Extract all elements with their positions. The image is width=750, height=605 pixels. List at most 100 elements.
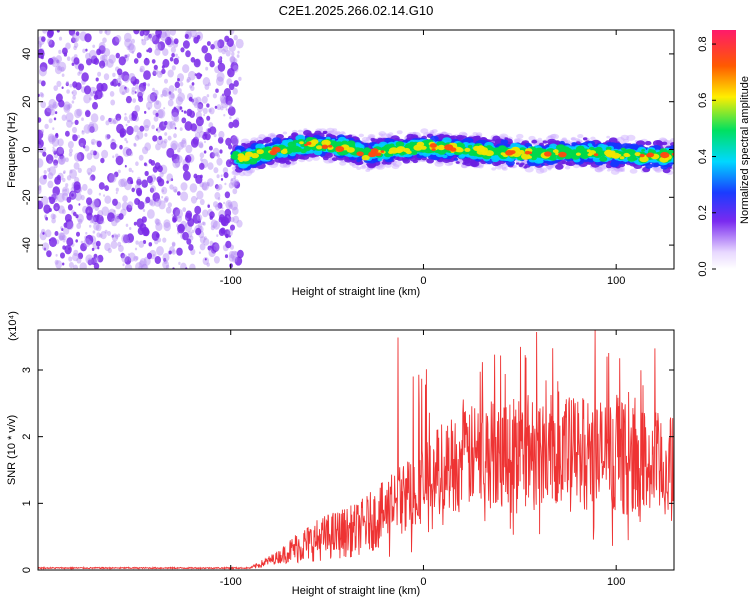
noise-dot xyxy=(92,44,96,48)
noise-dot xyxy=(213,167,219,174)
noise-dot xyxy=(231,135,239,146)
signal-dot xyxy=(321,139,331,147)
noise-dot xyxy=(128,43,136,54)
signal-dot xyxy=(626,154,631,157)
signal-dot xyxy=(562,147,570,153)
noise-dot xyxy=(83,85,92,95)
noise-dot xyxy=(161,189,165,193)
signal-dot xyxy=(329,140,337,146)
noise-dot xyxy=(135,161,139,166)
signal-dot xyxy=(378,131,387,137)
signal-dot xyxy=(476,149,485,155)
noise-dot xyxy=(100,54,106,62)
noise-dot xyxy=(177,92,185,102)
noise-dot xyxy=(152,192,160,202)
signal-dot xyxy=(641,149,646,152)
signal-dot xyxy=(455,161,460,164)
signal-dot xyxy=(491,167,497,171)
noise-dot xyxy=(77,218,83,225)
noise-dot xyxy=(102,221,105,224)
noise-dot xyxy=(141,263,149,269)
noise-dot xyxy=(173,123,175,126)
signal-dot xyxy=(477,164,484,169)
noise-dot xyxy=(138,260,145,268)
noise-dot xyxy=(115,191,118,195)
noise-dot xyxy=(230,178,234,182)
noise-dot xyxy=(176,215,182,223)
signal-dot xyxy=(429,130,435,134)
noise-dot xyxy=(82,48,86,54)
noise-dot xyxy=(57,192,65,203)
noise-dot xyxy=(230,224,235,231)
noise-dot xyxy=(128,73,136,82)
noise-dot xyxy=(196,104,204,113)
noise-dot xyxy=(212,93,217,99)
noise-dot xyxy=(136,52,142,59)
noise-dot xyxy=(128,167,132,172)
noise-dot xyxy=(52,127,55,130)
signal-dot xyxy=(405,150,412,155)
signal-dot xyxy=(554,140,561,145)
noise-dot xyxy=(65,112,74,123)
noise-dot xyxy=(173,115,180,123)
noise-dot xyxy=(88,49,97,60)
noise-dot xyxy=(188,96,193,102)
noise-dot xyxy=(170,140,179,151)
signal-dot xyxy=(629,168,638,174)
noise-dot xyxy=(212,220,221,230)
noise-dot xyxy=(232,181,238,188)
noise-dot xyxy=(136,178,142,186)
noise-dot xyxy=(233,58,238,64)
noise-dot xyxy=(92,230,96,234)
noise-dot xyxy=(151,124,155,130)
noise-dot xyxy=(189,30,197,38)
noise-dot xyxy=(56,30,60,33)
noise-dot xyxy=(98,45,106,54)
noise-dot xyxy=(193,58,201,68)
signal-dot xyxy=(654,167,663,173)
noise-dot xyxy=(172,217,177,223)
noise-dot xyxy=(58,235,64,242)
noise-dot xyxy=(38,186,42,195)
noise-dot xyxy=(131,90,136,95)
noise-dot xyxy=(201,182,208,191)
noise-dot xyxy=(171,249,176,255)
signal-dot xyxy=(392,160,402,167)
noise-dot xyxy=(134,247,138,251)
noise-dot xyxy=(139,30,145,37)
signal-dot xyxy=(501,166,507,170)
noise-dot xyxy=(222,45,229,52)
noise-dot xyxy=(38,117,42,123)
noise-dot xyxy=(229,104,233,109)
noise-dot xyxy=(51,135,57,142)
noise-dot xyxy=(228,83,235,91)
noise-dot xyxy=(147,83,150,87)
noise-dot xyxy=(93,262,100,269)
noise-dot xyxy=(134,78,140,85)
noise-dot xyxy=(157,41,166,51)
noise-dot xyxy=(215,88,219,93)
noise-dot xyxy=(159,171,164,178)
noise-dot xyxy=(220,178,224,181)
noise-dot xyxy=(93,253,98,259)
noise-dot xyxy=(188,70,196,81)
noise-dot xyxy=(218,228,225,237)
noise-dot xyxy=(212,152,216,157)
noise-dot xyxy=(125,223,129,227)
noise-dot xyxy=(142,146,149,155)
noise-dot xyxy=(215,204,221,211)
noise-dot xyxy=(234,181,241,189)
noise-dot xyxy=(109,91,115,97)
noise-dot xyxy=(182,231,189,241)
noise-dot xyxy=(196,197,199,200)
noise-dot xyxy=(133,143,137,148)
noise-dot xyxy=(170,178,174,182)
noise-dot xyxy=(155,43,162,51)
noise-dot xyxy=(52,146,55,149)
noise-dot xyxy=(90,113,99,123)
noise-dot xyxy=(55,55,62,64)
noise-dot xyxy=(202,209,209,218)
noise-dot xyxy=(186,108,193,117)
noise-dot xyxy=(204,140,206,144)
noise-dot xyxy=(199,116,203,121)
